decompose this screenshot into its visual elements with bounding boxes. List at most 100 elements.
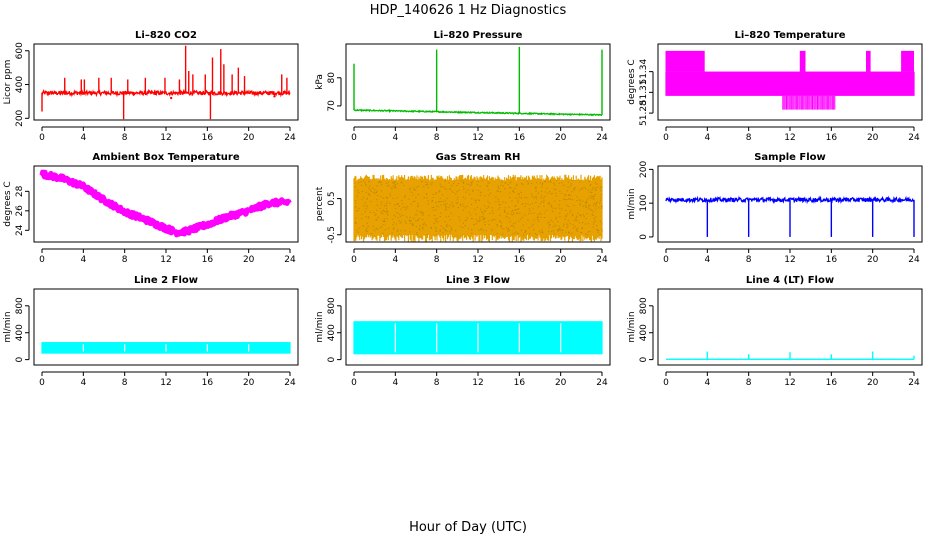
x-tick-label: 0	[39, 133, 45, 143]
x-tick-label: 20	[555, 255, 567, 265]
panel-title: Line 2 Flow	[134, 275, 198, 286]
series-sample-flow	[665, 195, 915, 237]
x-tick-label: 12	[472, 378, 483, 388]
plot-frame	[33, 43, 299, 121]
x-tick-label: 4	[392, 133, 398, 143]
x-tick-label: 20	[867, 255, 879, 265]
y-tick-label: 200	[15, 109, 25, 126]
y-axis-label: ml/min	[315, 311, 325, 342]
band-upper-excursion	[901, 50, 914, 72]
x-tick-label: 24	[908, 378, 920, 388]
y-tick-label: 400	[15, 76, 25, 93]
x-tick-label: 0	[663, 255, 669, 265]
y-tick-label: 51.34	[639, 58, 649, 84]
x-tick-label: 20	[243, 133, 255, 143]
band-fill	[666, 71, 914, 96]
band-lower-excursion	[782, 95, 836, 110]
x-tick-label: 8	[746, 378, 752, 388]
x-tick-label: 20	[243, 378, 255, 388]
x-tick-label: 0	[663, 378, 669, 388]
y-axis-label: degrees C	[627, 59, 637, 104]
x-tick-label: 4	[704, 133, 710, 143]
x-tick-label: 16	[202, 133, 214, 143]
x-tick-label: 12	[472, 133, 483, 143]
y-tick-label: 200	[639, 161, 649, 178]
panel-li-820-temperature: Li–820 Temperature 0 4 8 12 16 20 24 51.2851.315…	[627, 30, 923, 143]
y-axis-label: ml/min	[627, 311, 637, 342]
x-tick-label: 16	[202, 255, 214, 265]
y-tick-label: 51.28	[639, 100, 649, 126]
x-tick-label: 12	[160, 255, 171, 265]
y-tick-label: -0.5	[327, 226, 337, 244]
x-tick-label: 12	[160, 133, 171, 143]
y-tick-label: 400	[639, 324, 649, 341]
x-tick-label: 20	[867, 133, 879, 143]
x-tick-label: 12	[784, 378, 795, 388]
x-tick-label: 0	[351, 255, 357, 265]
panel-title: Gas Stream RH	[436, 152, 521, 163]
y-tick-label: 26	[15, 205, 25, 217]
x-tick-label: 4	[392, 255, 398, 265]
x-tick-label: 12	[784, 255, 795, 265]
y-tick-label: 800	[327, 297, 337, 314]
band-upper-excursion	[866, 50, 871, 72]
x-tick-label: 24	[908, 255, 920, 265]
plot-frame	[345, 43, 611, 121]
x-tick-label: 20	[867, 378, 879, 388]
y-axis-label: ml/min	[627, 188, 637, 219]
x-tick-label: 8	[434, 133, 440, 143]
y-axis-label: kPa	[315, 74, 325, 90]
x-tick-label: 24	[596, 133, 608, 143]
x-tick-label: 4	[80, 255, 86, 265]
series-line-3-flow	[353, 321, 603, 355]
x-tick-label: 0	[351, 378, 357, 388]
x-tick-label: 8	[434, 378, 440, 388]
x-tick-label: 20	[555, 378, 567, 388]
x-tick-label: 24	[284, 378, 296, 388]
x-tick-label: 8	[434, 255, 440, 265]
y-tick-label: 100	[639, 194, 649, 211]
plot-frame	[657, 288, 923, 366]
x-tick-label: 8	[122, 378, 128, 388]
y-tick-label: 80	[327, 72, 337, 84]
data-point	[169, 96, 173, 100]
plot-frame	[345, 165, 611, 243]
plot-frame	[657, 43, 923, 121]
plot-frame	[33, 165, 299, 243]
x-tick-label: 0	[351, 133, 357, 143]
x-tick-label: 0	[663, 133, 669, 143]
panel-ambient-box-temperature: Ambient Box Temperature 0 4 8 12 16 20 24 24 26 28…	[3, 152, 299, 265]
series-li-820-temperature	[665, 50, 915, 110]
x-tick-label: 12	[160, 378, 171, 388]
y-tick-label: 600	[15, 42, 25, 59]
x-tick-label: 20	[243, 255, 255, 265]
x-tick-label: 16	[514, 255, 526, 265]
plot-frame	[33, 288, 299, 366]
x-tick-label: 24	[596, 378, 608, 388]
x-tick-label: 20	[555, 133, 567, 143]
y-tick-label: 800	[639, 297, 649, 314]
x-tick-label: 16	[826, 378, 838, 388]
x-tick-label: 16	[826, 133, 838, 143]
x-tick-label: 12	[784, 133, 795, 143]
x-tick-label: 0	[39, 255, 45, 265]
y-axis-label: Licor ppm	[3, 60, 13, 105]
band-speckle	[354, 180, 604, 236]
figure-xlabel: Hour of Day (UTC)	[409, 520, 527, 535]
x-tick-label: 4	[392, 378, 398, 388]
x-tick-label: 16	[514, 133, 526, 143]
x-tick-label: 4	[704, 378, 710, 388]
panel-title: Line 4 (LT) Flow	[746, 275, 834, 286]
panel-title: Ambient Box Temperature	[92, 152, 239, 163]
plot-frame	[657, 165, 923, 243]
x-tick-label: 16	[514, 378, 526, 388]
y-tick-label: 0	[327, 356, 337, 362]
x-tick-label: 0	[39, 378, 45, 388]
